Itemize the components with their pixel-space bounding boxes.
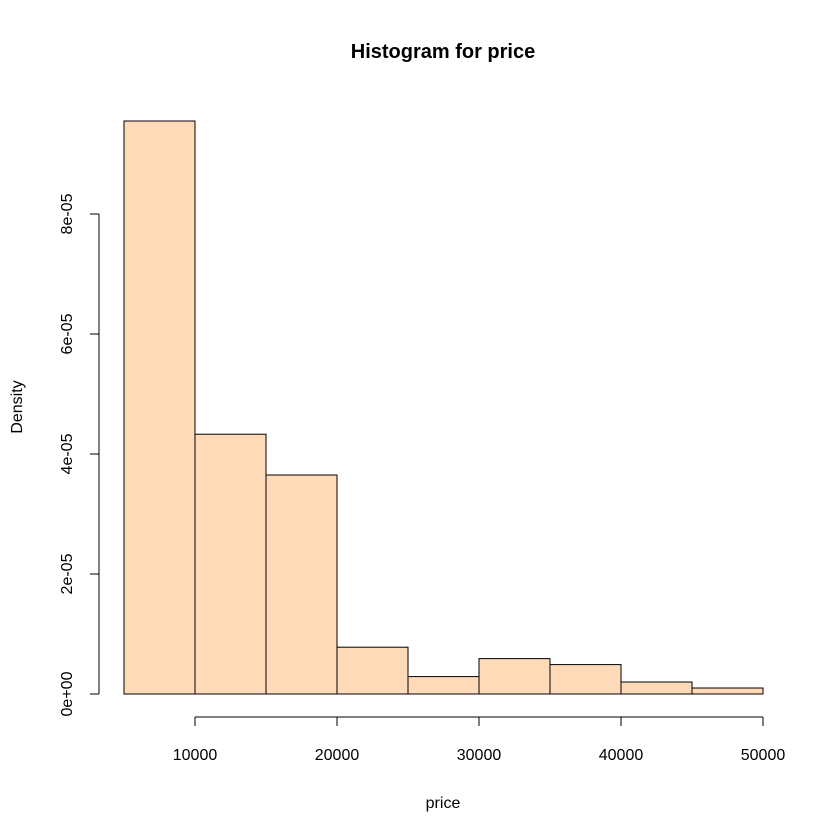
histogram-bar-6 xyxy=(478,658,551,695)
histogram-bar-7 xyxy=(549,664,622,695)
chart-title: Histogram for price xyxy=(351,41,535,63)
histogram-bars xyxy=(123,120,764,695)
histogram-bar-8 xyxy=(620,681,693,695)
histogram-bar-5 xyxy=(407,676,480,695)
y-tick-label: 6e-05 xyxy=(59,313,76,354)
x-tick-label: 50000 xyxy=(741,747,786,764)
x-tick-label: 10000 xyxy=(173,747,218,764)
histogram-bar-4 xyxy=(336,646,409,695)
x-axis-label: price xyxy=(426,795,461,812)
histogram-bar-9 xyxy=(691,687,764,695)
y-tick-label: 8e-05 xyxy=(59,193,76,234)
x-tick-label: 40000 xyxy=(599,747,644,764)
x-tick-label: 30000 xyxy=(457,747,502,764)
y-tick-label: 0e+00 xyxy=(59,671,76,716)
x-tick-label: 20000 xyxy=(315,747,360,764)
x-axis: 10000 20000 30000 40000 50000 xyxy=(173,716,786,764)
histogram-bar-2 xyxy=(194,433,267,695)
histogram-bar-3 xyxy=(265,474,338,695)
y-axis: 0e+00 2e-05 4e-05 6e-05 8e-05 xyxy=(59,193,100,716)
histogram-bar-1 xyxy=(123,120,196,695)
y-tick-label: 4e-05 xyxy=(59,433,76,474)
y-tick-label: 2e-05 xyxy=(59,553,76,594)
y-axis-label: Density xyxy=(9,380,26,433)
